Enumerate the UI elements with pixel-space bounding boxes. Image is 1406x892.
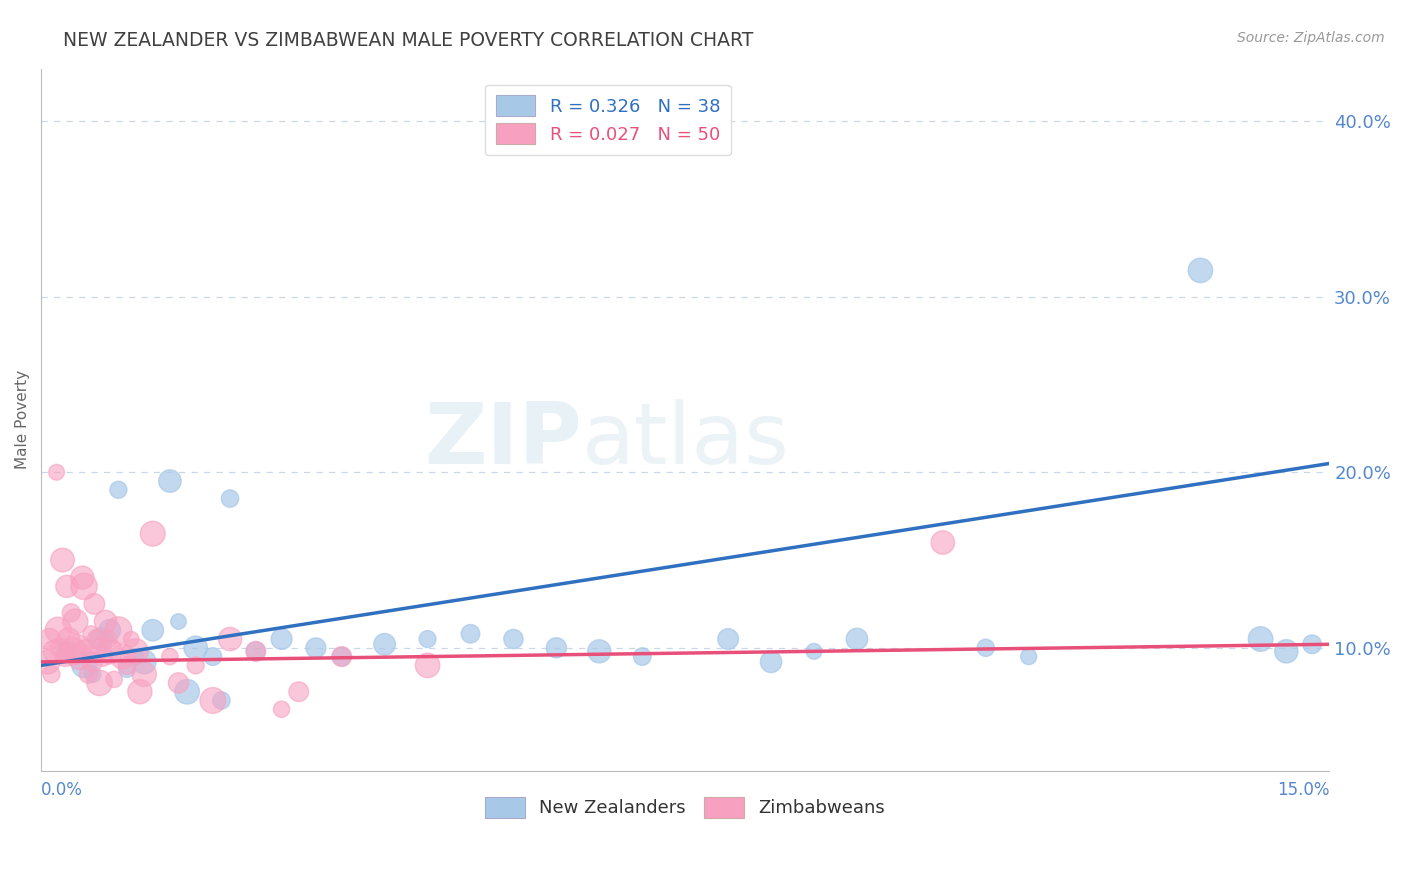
Point — [128, 684, 150, 698]
Point — [90, 640, 112, 655]
Point — [52, 553, 75, 567]
Point — [73, 658, 96, 673]
Text: 0.0%: 0.0% — [41, 781, 83, 799]
Point — [41, 667, 63, 681]
Point — [546, 640, 568, 655]
Point — [759, 655, 782, 669]
Point — [69, 649, 91, 664]
Point — [56, 644, 79, 658]
Point — [53, 649, 76, 664]
Point — [270, 702, 292, 716]
Point — [167, 615, 190, 629]
Point — [142, 624, 165, 638]
Point — [159, 649, 181, 664]
Point — [37, 655, 59, 669]
Point — [91, 649, 114, 664]
Point — [120, 632, 142, 646]
Point — [98, 644, 121, 658]
Text: atlas: atlas — [582, 400, 790, 483]
Point — [38, 632, 60, 646]
Point — [184, 658, 207, 673]
Point — [305, 640, 328, 655]
Point — [245, 644, 267, 658]
Point — [167, 676, 190, 690]
Point — [201, 693, 224, 707]
Point — [1275, 644, 1298, 658]
Point — [219, 632, 242, 646]
Point — [803, 644, 825, 658]
Point — [65, 615, 87, 629]
Point — [374, 637, 396, 651]
Point — [330, 649, 353, 664]
Point — [270, 632, 292, 646]
Point — [73, 579, 96, 593]
Point — [89, 676, 111, 690]
Point — [184, 640, 207, 655]
Point — [176, 684, 198, 698]
Point — [83, 597, 105, 611]
Point — [631, 649, 654, 664]
Point — [82, 667, 104, 681]
Point — [159, 474, 181, 488]
Text: ZIP: ZIP — [425, 400, 582, 483]
Point — [45, 465, 67, 479]
Point — [219, 491, 242, 506]
Point — [1250, 632, 1272, 646]
Point — [588, 644, 610, 658]
Point — [56, 579, 79, 593]
Point — [416, 658, 439, 673]
Point — [124, 649, 146, 664]
Point — [82, 655, 104, 669]
Point — [103, 673, 125, 687]
Point — [72, 571, 94, 585]
Point — [94, 615, 117, 629]
Point — [97, 632, 120, 646]
Point — [107, 624, 129, 638]
Point — [416, 632, 439, 646]
Y-axis label: Male Poverty: Male Poverty — [15, 370, 30, 469]
Point — [60, 606, 83, 620]
Point — [46, 624, 69, 638]
Point — [115, 662, 138, 676]
Point — [62, 644, 84, 658]
Point — [502, 632, 524, 646]
Point — [134, 667, 156, 681]
Point — [134, 655, 156, 669]
Point — [58, 632, 80, 646]
Point — [245, 644, 267, 658]
Point — [98, 624, 121, 638]
Point — [80, 627, 103, 641]
Point — [1301, 637, 1323, 651]
Point — [845, 632, 868, 646]
Point — [77, 667, 100, 681]
Point — [86, 632, 108, 646]
Point — [1018, 649, 1040, 664]
Point — [932, 535, 955, 549]
Point — [49, 640, 72, 655]
Point — [66, 640, 89, 655]
Point — [107, 483, 129, 497]
Point — [287, 684, 309, 698]
Point — [717, 632, 740, 646]
Point — [142, 526, 165, 541]
Point — [115, 658, 138, 673]
Text: 15.0%: 15.0% — [1277, 781, 1329, 799]
Point — [90, 632, 112, 646]
Point — [1189, 263, 1212, 277]
Point — [460, 627, 482, 641]
Text: Source: ZipAtlas.com: Source: ZipAtlas.com — [1237, 31, 1385, 45]
Text: NEW ZEALANDER VS ZIMBABWEAN MALE POVERTY CORRELATION CHART: NEW ZEALANDER VS ZIMBABWEAN MALE POVERTY… — [63, 31, 754, 50]
Point — [111, 649, 134, 664]
Point — [75, 640, 97, 655]
Point — [124, 644, 146, 658]
Point — [974, 640, 997, 655]
Point — [330, 649, 353, 664]
Point — [201, 649, 224, 664]
Point — [42, 644, 65, 658]
Legend: New Zealanders, Zimbabweans: New Zealanders, Zimbabweans — [478, 789, 893, 825]
Point — [211, 693, 233, 707]
